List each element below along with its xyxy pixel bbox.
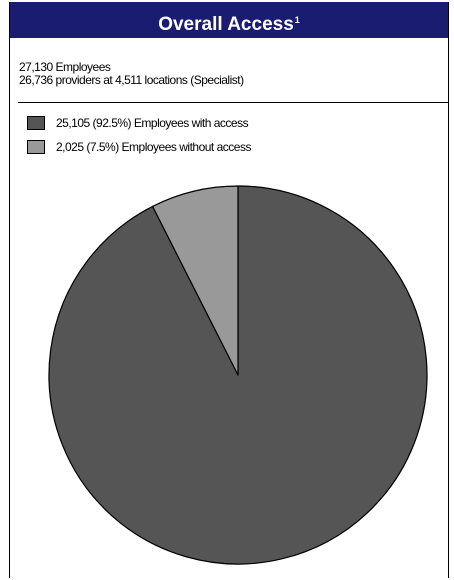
summary-stats: 27,130 Employees 26,736 providers at 4,5… [19, 61, 244, 87]
legend-swatch-without-access [27, 140, 45, 154]
divider-line [18, 102, 448, 103]
legend-item-with-access: 25,105 (92.5%) Employees with access [27, 115, 251, 131]
title-footnote-marker: 1 [294, 15, 300, 25]
chart-panel: Overall Access1 [9, 2, 449, 578]
legend-label-without-access: 2,025 (7.5%) Employees without access [56, 140, 251, 154]
pie-slice-employees-without-access [151, 185, 239, 376]
legend-item-without-access: 2,025 (7.5%) Employees without access [27, 139, 251, 155]
employee-count: 27,130 Employees [19, 60, 111, 74]
chart-legend: 25,105 (92.5%) Employees with access 2,0… [27, 115, 251, 163]
legend-swatch-with-access [27, 116, 45, 130]
provider-count: 26,736 providers at 4,511 locations (Spe… [19, 73, 244, 87]
chart-title: Overall Access [158, 14, 294, 35]
legend-label-with-access: 25,105 (92.5%) Employees with access [56, 116, 249, 130]
chart-header: Overall Access1 [10, 2, 448, 38]
